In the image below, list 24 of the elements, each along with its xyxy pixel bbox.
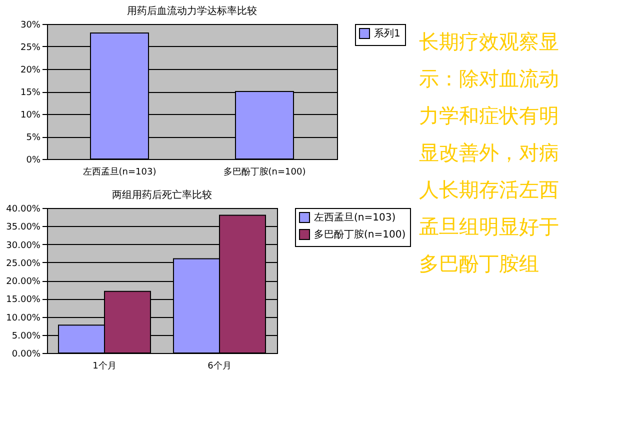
y-tick-label: 30.00% (6, 240, 41, 251)
legend-label: 左西孟旦(n=103) (314, 212, 396, 224)
y-tick-label: 0% (26, 156, 41, 166)
legend-label: 系列1 (374, 28, 400, 40)
y-tick-label: 15.00% (6, 295, 41, 306)
y-tick-label: 20% (20, 66, 41, 76)
y-tick-label: 35.00% (6, 222, 41, 233)
y-tick-label: 15% (20, 88, 41, 98)
y-tick-label: 10% (20, 110, 41, 120)
y-tick-label: 0.00% (12, 350, 41, 360)
y-tick-label: 20.00% (6, 277, 41, 287)
x-tick-label: 1个月 (92, 360, 116, 372)
text: 长期疗效观察显示：除对血流动力学和症状有明显改善外，对病人长期存活左西孟旦组明显好于多巴酚丁胺组 (419, 30, 559, 276)
y-tick-label: 25% (20, 43, 41, 53)
chart-title: 两组用药后死亡率比较 (112, 189, 212, 201)
legend-label: 多巴酚丁胺(n=100) (314, 228, 406, 240)
y-tick-label: 10.00% (6, 313, 41, 324)
y-tick-label: 5% (26, 133, 41, 143)
y-tick-label: 5.00% (12, 331, 41, 342)
y-tick-label: 25.00% (6, 258, 41, 269)
y-tick-label: 40.00% (6, 204, 41, 214)
x-tick-label: 6个月 (208, 360, 232, 372)
chart-title: 用药后血流动力学达标率比较 (127, 5, 257, 17)
y-tick-label: 30% (20, 20, 41, 30)
